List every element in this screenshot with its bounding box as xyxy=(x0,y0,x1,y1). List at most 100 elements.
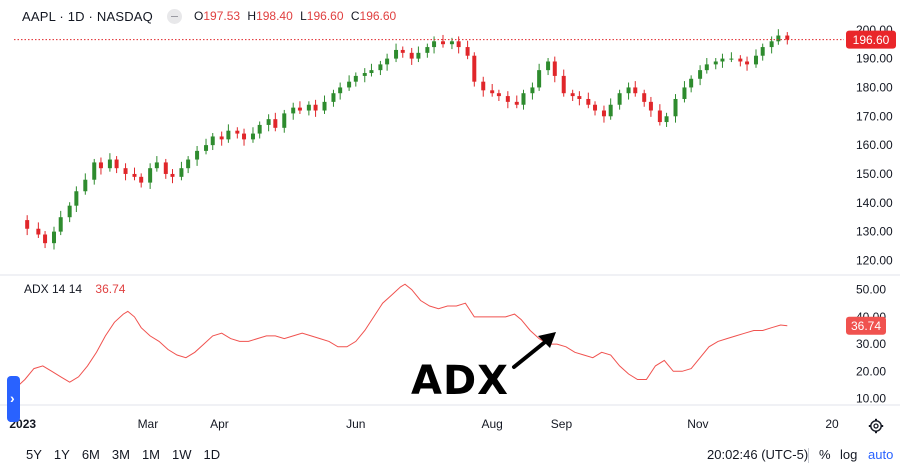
candle-body xyxy=(552,61,557,76)
footer-divider xyxy=(808,448,809,463)
price-tick-label: 170.00 xyxy=(856,109,893,123)
side-panel-toggle[interactable]: › xyxy=(7,376,20,422)
candle-body xyxy=(282,113,287,128)
candle-body xyxy=(546,61,551,71)
candle-body xyxy=(456,41,461,48)
candle-body xyxy=(291,107,296,114)
log-scale-button[interactable]: log xyxy=(840,447,858,462)
range-5y-button[interactable]: 5Y xyxy=(26,447,42,462)
candle-body xyxy=(537,70,542,88)
candle-body xyxy=(465,47,470,56)
time-tick-label: Aug xyxy=(482,417,503,431)
time-tick-label: Mar xyxy=(138,417,159,431)
time-tick-label: Sep xyxy=(551,417,573,431)
candle-body xyxy=(745,61,750,65)
candle-body xyxy=(753,55,758,65)
candle-body xyxy=(43,234,48,244)
high-label: H xyxy=(247,9,257,23)
range-1y-button[interactable]: 1Y xyxy=(53,447,70,462)
candle-body xyxy=(720,58,725,62)
range-1d-button[interactable]: 1D xyxy=(203,447,221,462)
candle-body xyxy=(673,98,678,117)
candle-body xyxy=(601,110,606,117)
candle-body xyxy=(664,116,669,123)
price-tick-label: 130.00 xyxy=(856,225,893,239)
adx-tick-label: 30.00 xyxy=(856,337,886,351)
price-tick-label: 180.00 xyxy=(856,80,893,94)
chevron-right-icon: › xyxy=(10,390,15,406)
candle-body xyxy=(394,49,399,59)
auto-scale-button[interactable]: auto xyxy=(868,447,894,462)
adx-annotation: ADX xyxy=(411,358,509,404)
candle-body xyxy=(98,162,103,169)
open-label: O xyxy=(194,9,204,23)
candle-body xyxy=(266,119,271,125)
candle-body xyxy=(776,35,781,42)
candle-body xyxy=(226,130,231,140)
open-value: 197.53 xyxy=(203,9,241,23)
candle-body xyxy=(378,64,383,71)
candle-body xyxy=(148,168,153,183)
candle-body xyxy=(689,78,694,88)
candle-body xyxy=(657,110,662,123)
last-price-badge xyxy=(846,30,896,49)
adx-tick-label: 50.00 xyxy=(856,283,886,297)
candle-body xyxy=(729,58,734,60)
candle-body xyxy=(347,81,352,88)
range-1m-button[interactable]: 1M xyxy=(141,447,160,462)
candle-body xyxy=(195,150,200,160)
candle-body xyxy=(481,81,486,91)
gear-icon[interactable] xyxy=(868,418,884,434)
candle-body xyxy=(530,87,535,94)
candle-body xyxy=(83,179,88,192)
candle-body xyxy=(114,159,119,169)
time-tick-label: Nov xyxy=(687,417,708,431)
percent-scale-button[interactable]: % xyxy=(819,447,831,462)
candle-body xyxy=(297,107,302,111)
candle-body xyxy=(36,228,41,235)
adx-tick-label: 20.00 xyxy=(856,364,886,378)
candle-body xyxy=(521,93,526,105)
candle-body xyxy=(331,93,336,102)
candle-body xyxy=(570,93,575,97)
candle-body xyxy=(186,159,191,169)
candle-body xyxy=(163,162,168,174)
close-value: 196.60 xyxy=(359,9,397,23)
range-3m-button[interactable]: 3M xyxy=(111,447,130,462)
candle-body xyxy=(322,101,327,111)
time-tick-label: 20 xyxy=(825,417,839,431)
adx-last-label: 36.74 xyxy=(851,319,881,333)
candle-body xyxy=(235,130,240,134)
indicator-legend[interactable]: ADX 14 14 36.74 xyxy=(24,282,125,296)
candle-body xyxy=(74,191,79,206)
price-tick-label: 140.00 xyxy=(856,196,893,210)
range-6m-button[interactable]: 6M xyxy=(81,447,100,462)
time-tick-label: Jun xyxy=(346,417,365,431)
candle-body xyxy=(633,87,638,94)
range-1w-button[interactable]: 1W xyxy=(172,447,192,462)
candle-body xyxy=(179,168,184,177)
clock-readout[interactable]: 20:02:46 (UTC-5) xyxy=(707,447,809,462)
candle-body xyxy=(449,41,454,45)
candle-body xyxy=(642,93,647,102)
price-tick-label: 160.00 xyxy=(856,138,893,152)
candle-body xyxy=(107,159,112,169)
candle-body xyxy=(58,217,63,232)
candle-body xyxy=(608,104,613,117)
candle-body xyxy=(505,96,510,102)
candle-body xyxy=(139,176,144,183)
candle-body xyxy=(416,52,421,59)
annotation-arrow-shaft xyxy=(512,336,552,369)
candle-body xyxy=(306,104,311,111)
candle-body xyxy=(67,205,72,218)
indicator-value: 36.74 xyxy=(95,282,126,296)
price-tick-label: 120.00 xyxy=(856,253,893,267)
candle-body xyxy=(52,231,57,244)
candle-body xyxy=(496,93,501,97)
candle-body xyxy=(704,64,709,71)
candle-body xyxy=(400,49,405,53)
eye-icon[interactable] xyxy=(167,8,182,24)
candle-body xyxy=(369,70,374,74)
candle-body xyxy=(385,58,390,65)
candle-body xyxy=(338,87,343,94)
